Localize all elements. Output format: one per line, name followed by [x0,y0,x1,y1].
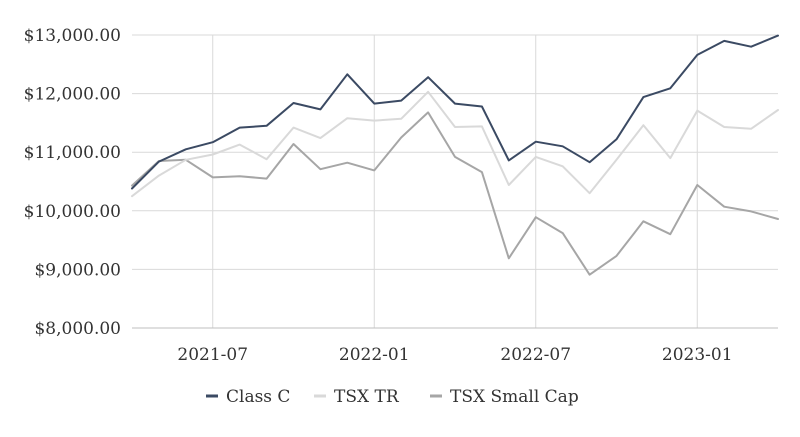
y-tick-label: $10,000.00 [24,202,121,222]
x-tick-label: 2022-07 [500,345,571,365]
x-axis-tick-labels: 2021-07 2022-01 2022-07 2023-01 [177,345,732,365]
legend: Class C TSX TR TSX Small Cap [206,387,579,407]
y-tick-label: $8,000.00 [34,319,121,339]
series-line-class-c [131,34,779,190]
legend-label: Class C [226,387,290,407]
series-line-tsx-small-cap [131,111,779,276]
legend-label: TSX TR [334,387,400,407]
y-tick-label: $12,000.00 [24,85,121,105]
x-tick-label: 2023-01 [662,345,733,365]
y-tick-label: $9,000.00 [34,260,121,280]
x-tick-label: 2022-01 [339,345,410,365]
y-axis-tick-labels: $8,000.00 $9,000.00 $10,000.00 $11,000.00 $1… [24,26,121,339]
legend-label: TSX Small Cap [450,387,579,407]
gridlines [132,34,778,329]
y-tick-label: $13,000.00 [24,26,121,46]
series-line-tsx-tr [131,90,779,198]
y-tick-label: $11,000.00 [24,143,121,163]
x-tick-label: 2021-07 [177,345,248,365]
series-lines [131,34,779,276]
